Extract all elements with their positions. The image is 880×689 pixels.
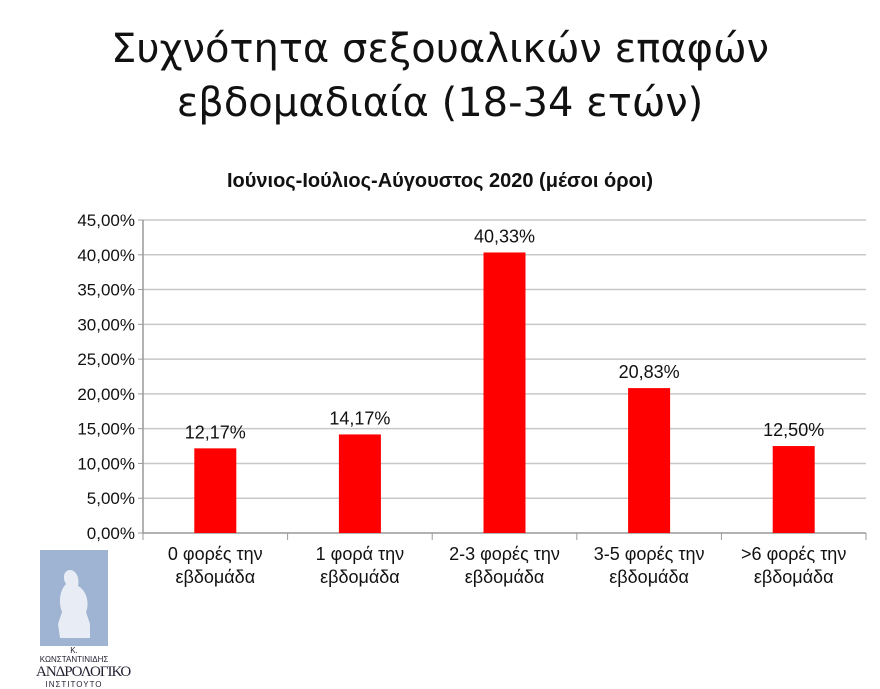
thinker-statue-image — [40, 550, 108, 646]
data-label: 20,83% — [619, 362, 680, 382]
x-tick-label: εβδομάδα — [609, 567, 689, 587]
data-label: 12,50% — [763, 420, 824, 440]
x-tick-label: 3-5 φορές την — [594, 544, 705, 564]
bar — [194, 448, 237, 533]
logo-text: ΙΝΣΤΙΤΟΥΤΟ — [45, 680, 103, 689]
y-tick-label: 10,00% — [77, 454, 135, 473]
data-label: 14,17% — [329, 408, 390, 428]
x-tick-label: εβδομάδα — [320, 567, 400, 587]
x-tick-label: 1 φορά την — [316, 544, 404, 564]
institute-logo: Κ. ΚΩΝΣΤΑΝΤΙΝΙΔΗΣ ΑΝΔΡΟΛΟΓΙΚΟ ΙΝΣΤΙΤΟΥΤΟ — [36, 550, 131, 689]
logo-text: Κ. ΚΩΝΣΤΑΝΤΙΝΙΔΗΣ — [39, 646, 109, 664]
data-label: 12,17% — [185, 422, 246, 442]
y-tick-label: 30,00% — [77, 315, 135, 334]
x-tick-label: 2-3 φορές την — [449, 544, 560, 564]
y-tick-label: 45,00% — [77, 211, 135, 230]
y-tick-label: 40,00% — [77, 246, 135, 265]
x-tick-label: εβδομάδα — [465, 567, 545, 587]
y-tick-label: 20,00% — [77, 385, 135, 404]
y-tick-label: 0,00% — [87, 524, 135, 543]
y-tick-label: 25,00% — [77, 350, 135, 369]
bar — [483, 252, 526, 534]
chart-title: Συχνότητα σεξουαλικών επαφών εβδομαδιαία… — [0, 22, 880, 130]
x-tick-label: >6 φορές την — [741, 544, 846, 564]
data-label: 40,33% — [474, 226, 535, 246]
logo-text: ΑΝΔΡΟΛΟΓΙΚΟ — [36, 664, 131, 680]
title-line: Συχνότητα σεξουαλικών επαφών — [111, 26, 769, 72]
bar — [338, 434, 381, 533]
y-tick-label: 5,00% — [87, 489, 135, 508]
title-line: εβδομαδιαία (18-34 ετών) — [176, 80, 704, 126]
x-tick-label: εβδομάδα — [175, 567, 255, 587]
chart-subtitle: Ιούνιος-Ιούλιος-Αύγουστος 2020 (μέσοι όρ… — [226, 170, 654, 192]
y-tick-label: 35,00% — [77, 281, 135, 300]
x-tick-label: 0 φορές την — [168, 544, 263, 564]
y-tick-label: 15,00% — [77, 420, 135, 439]
x-tick-label: εβδομάδα — [754, 567, 834, 587]
bar — [628, 388, 671, 533]
bar — [772, 446, 815, 533]
